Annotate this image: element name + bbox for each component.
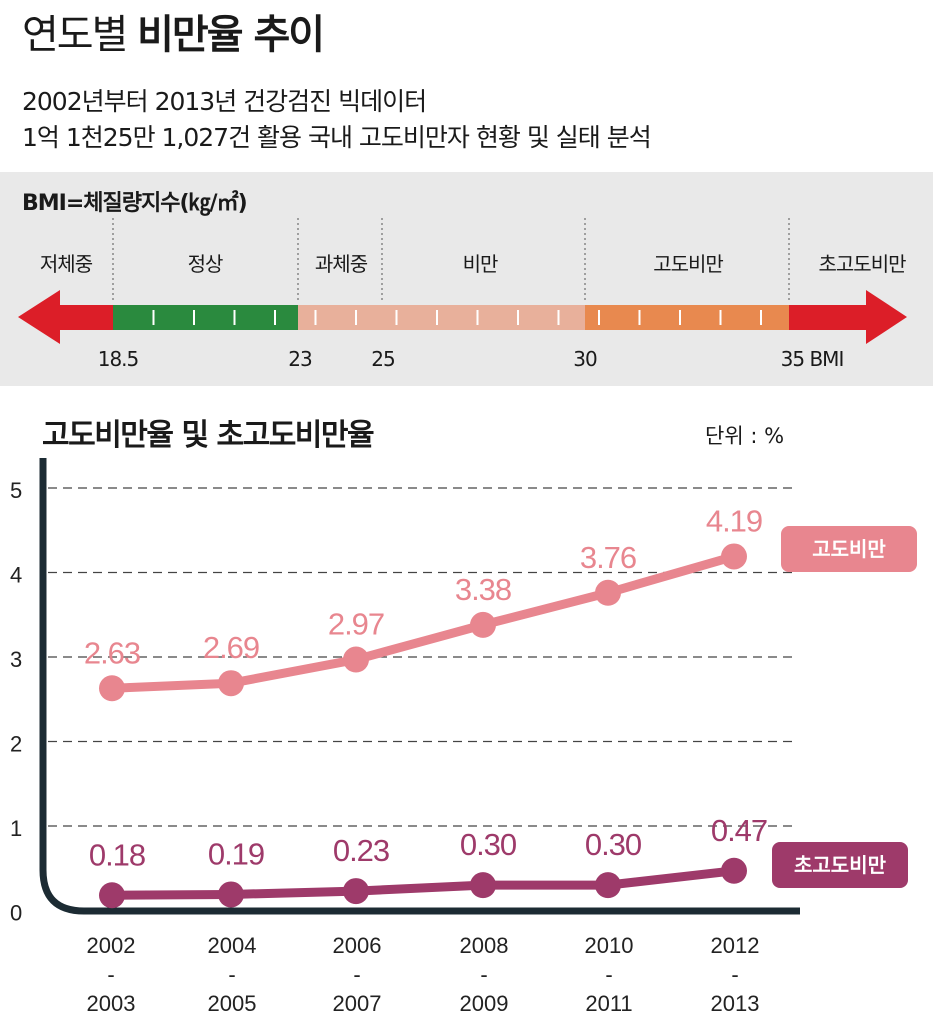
data-point xyxy=(470,611,496,638)
series-line xyxy=(111,866,735,900)
chart-title: 고도비만율 및 초고도비만율 xyxy=(42,418,375,453)
y-tick-label: 1 xyxy=(10,816,22,841)
x-tick-label: - xyxy=(228,962,235,987)
x-tick-label: 2005 xyxy=(208,991,257,1016)
x-tick-label: - xyxy=(731,962,738,987)
bmi-category: 저체중 xyxy=(39,252,93,276)
title-bold: 비만율 추이 xyxy=(137,12,325,58)
data-point xyxy=(343,878,369,905)
y-tick-label: 0 xyxy=(10,901,22,926)
bmi-category: 초고도비만 xyxy=(818,252,907,276)
bmi-segment-obese xyxy=(382,305,585,330)
x-tick-label: - xyxy=(107,962,114,987)
bmi-segment-severe xyxy=(585,305,789,330)
y-tick-label: 3 xyxy=(10,647,22,672)
bmi-arrow-left xyxy=(18,290,113,344)
data-label: 0.30 xyxy=(460,827,517,862)
x-tick-label: 2010 xyxy=(585,933,634,958)
bmi-threshold: 18.5 xyxy=(97,347,140,371)
legend-severe-obesity: 고도비만 xyxy=(781,526,917,572)
data-label: 3.76 xyxy=(580,540,636,575)
data-label: 0.23 xyxy=(333,833,389,868)
bmi-category: 비만 xyxy=(462,252,499,276)
data-point xyxy=(721,543,747,570)
data-point xyxy=(595,579,621,606)
bmi-threshold: 35 BMI xyxy=(780,347,845,371)
x-tick-label: - xyxy=(353,962,360,987)
x-tick-label: - xyxy=(605,962,612,987)
page-title: 연도별 비만율 추이 xyxy=(22,2,325,60)
x-tick-label: 2013 xyxy=(711,991,760,1016)
x-tick-label: 2009 xyxy=(460,991,509,1016)
data-label: 2.63 xyxy=(84,635,140,670)
unit-label: 단위 : % xyxy=(705,424,785,448)
data-label: 2.97 xyxy=(328,607,384,642)
x-tick-label: 2004 xyxy=(208,933,257,958)
legend-extreme-obesity: 초고도비만 xyxy=(772,842,908,888)
series-line xyxy=(111,552,736,693)
x-tick-label: 2007 xyxy=(333,991,382,1016)
data-label: 0.30 xyxy=(585,827,642,862)
data-label: 2.69 xyxy=(203,630,259,665)
data-label: 0.19 xyxy=(208,836,264,871)
data-point xyxy=(99,882,125,909)
y-tick-label: 2 xyxy=(10,732,22,757)
x-tick-label: 2012 xyxy=(711,933,760,958)
x-tick-label: - xyxy=(480,962,487,987)
data-point xyxy=(218,881,244,908)
data-point xyxy=(218,670,244,697)
data-label: 0.47 xyxy=(711,813,767,848)
bmi-scale-panel xyxy=(0,172,933,386)
data-label: 4.19 xyxy=(706,503,762,538)
data-point xyxy=(721,857,747,884)
data-label: 3.38 xyxy=(455,572,511,607)
axis xyxy=(39,458,800,915)
bmi-category: 정상 xyxy=(187,252,224,276)
data-point xyxy=(595,872,621,899)
x-tick-label: 2011 xyxy=(585,991,632,1016)
y-tick-label: 4 xyxy=(10,563,22,588)
data-label: 0.18 xyxy=(89,837,145,872)
bmi-threshold: 25 xyxy=(371,347,395,371)
bmi-segment-normal xyxy=(113,305,298,330)
subtitle-line-2: 1억 1천25만 1,027건 활용 국내 고도비만자 현황 및 실태 분석 xyxy=(22,123,652,152)
data-point xyxy=(99,675,125,702)
bmi-segment-overweight xyxy=(298,305,382,330)
y-tick-label: 5 xyxy=(10,478,22,503)
x-tick-label: 2002 xyxy=(87,933,136,958)
x-tick-label: 2008 xyxy=(460,933,509,958)
x-tick-label: 2006 xyxy=(333,933,382,958)
title-regular: 연도별 xyxy=(22,12,128,58)
bmi-threshold: 23 xyxy=(288,347,312,371)
bmi-category: 과체중 xyxy=(314,252,368,276)
bmi-category: 고도비만 xyxy=(653,252,724,276)
bmi-title: BMI=체질량지수(㎏/㎡) xyxy=(22,191,248,216)
data-point xyxy=(343,646,369,673)
x-tick-label: 2003 xyxy=(87,991,136,1016)
data-point xyxy=(470,872,496,899)
bmi-arrow-right xyxy=(789,290,907,344)
bmi-threshold: 30 xyxy=(573,347,597,371)
subtitle-line-1: 2002년부터 2013년 건강검진 빅데이터 xyxy=(22,87,427,116)
